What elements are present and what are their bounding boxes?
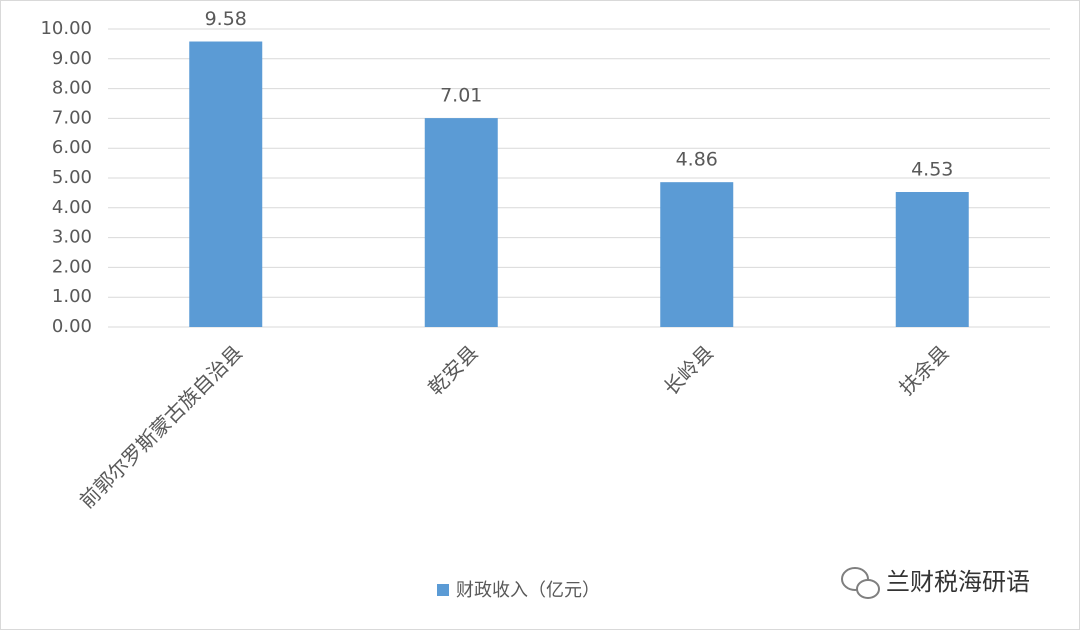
y-tick-label: 2.00	[52, 256, 92, 277]
y-tick-label: 4.00	[52, 197, 92, 218]
bar	[424, 118, 498, 328]
y-tick-label: 3.00	[52, 227, 92, 248]
y-tick-label: 7.00	[52, 107, 92, 128]
y-tick-label: 1.00	[52, 286, 92, 307]
data-label: 7.01	[440, 85, 482, 107]
data-label: 4.53	[911, 159, 953, 181]
y-tick-label: 0.00	[52, 316, 92, 337]
legend-swatch	[437, 584, 449, 596]
data-label: 9.58	[205, 8, 247, 30]
y-tick-label: 5.00	[52, 167, 92, 188]
legend-label: 财政收入（亿元）	[456, 580, 600, 601]
watermark: 兰财税海研语	[886, 568, 1030, 596]
y-tick-label: 8.00	[52, 78, 92, 99]
watermark-icon	[841, 567, 880, 599]
bar	[189, 41, 263, 328]
y-tick-label: 6.00	[52, 137, 92, 158]
bar	[660, 182, 734, 327]
data-label: 4.86	[676, 149, 718, 171]
y-tick-label: 10.00	[40, 18, 92, 39]
bar	[895, 192, 969, 327]
y-tick-label: 9.00	[52, 48, 92, 69]
